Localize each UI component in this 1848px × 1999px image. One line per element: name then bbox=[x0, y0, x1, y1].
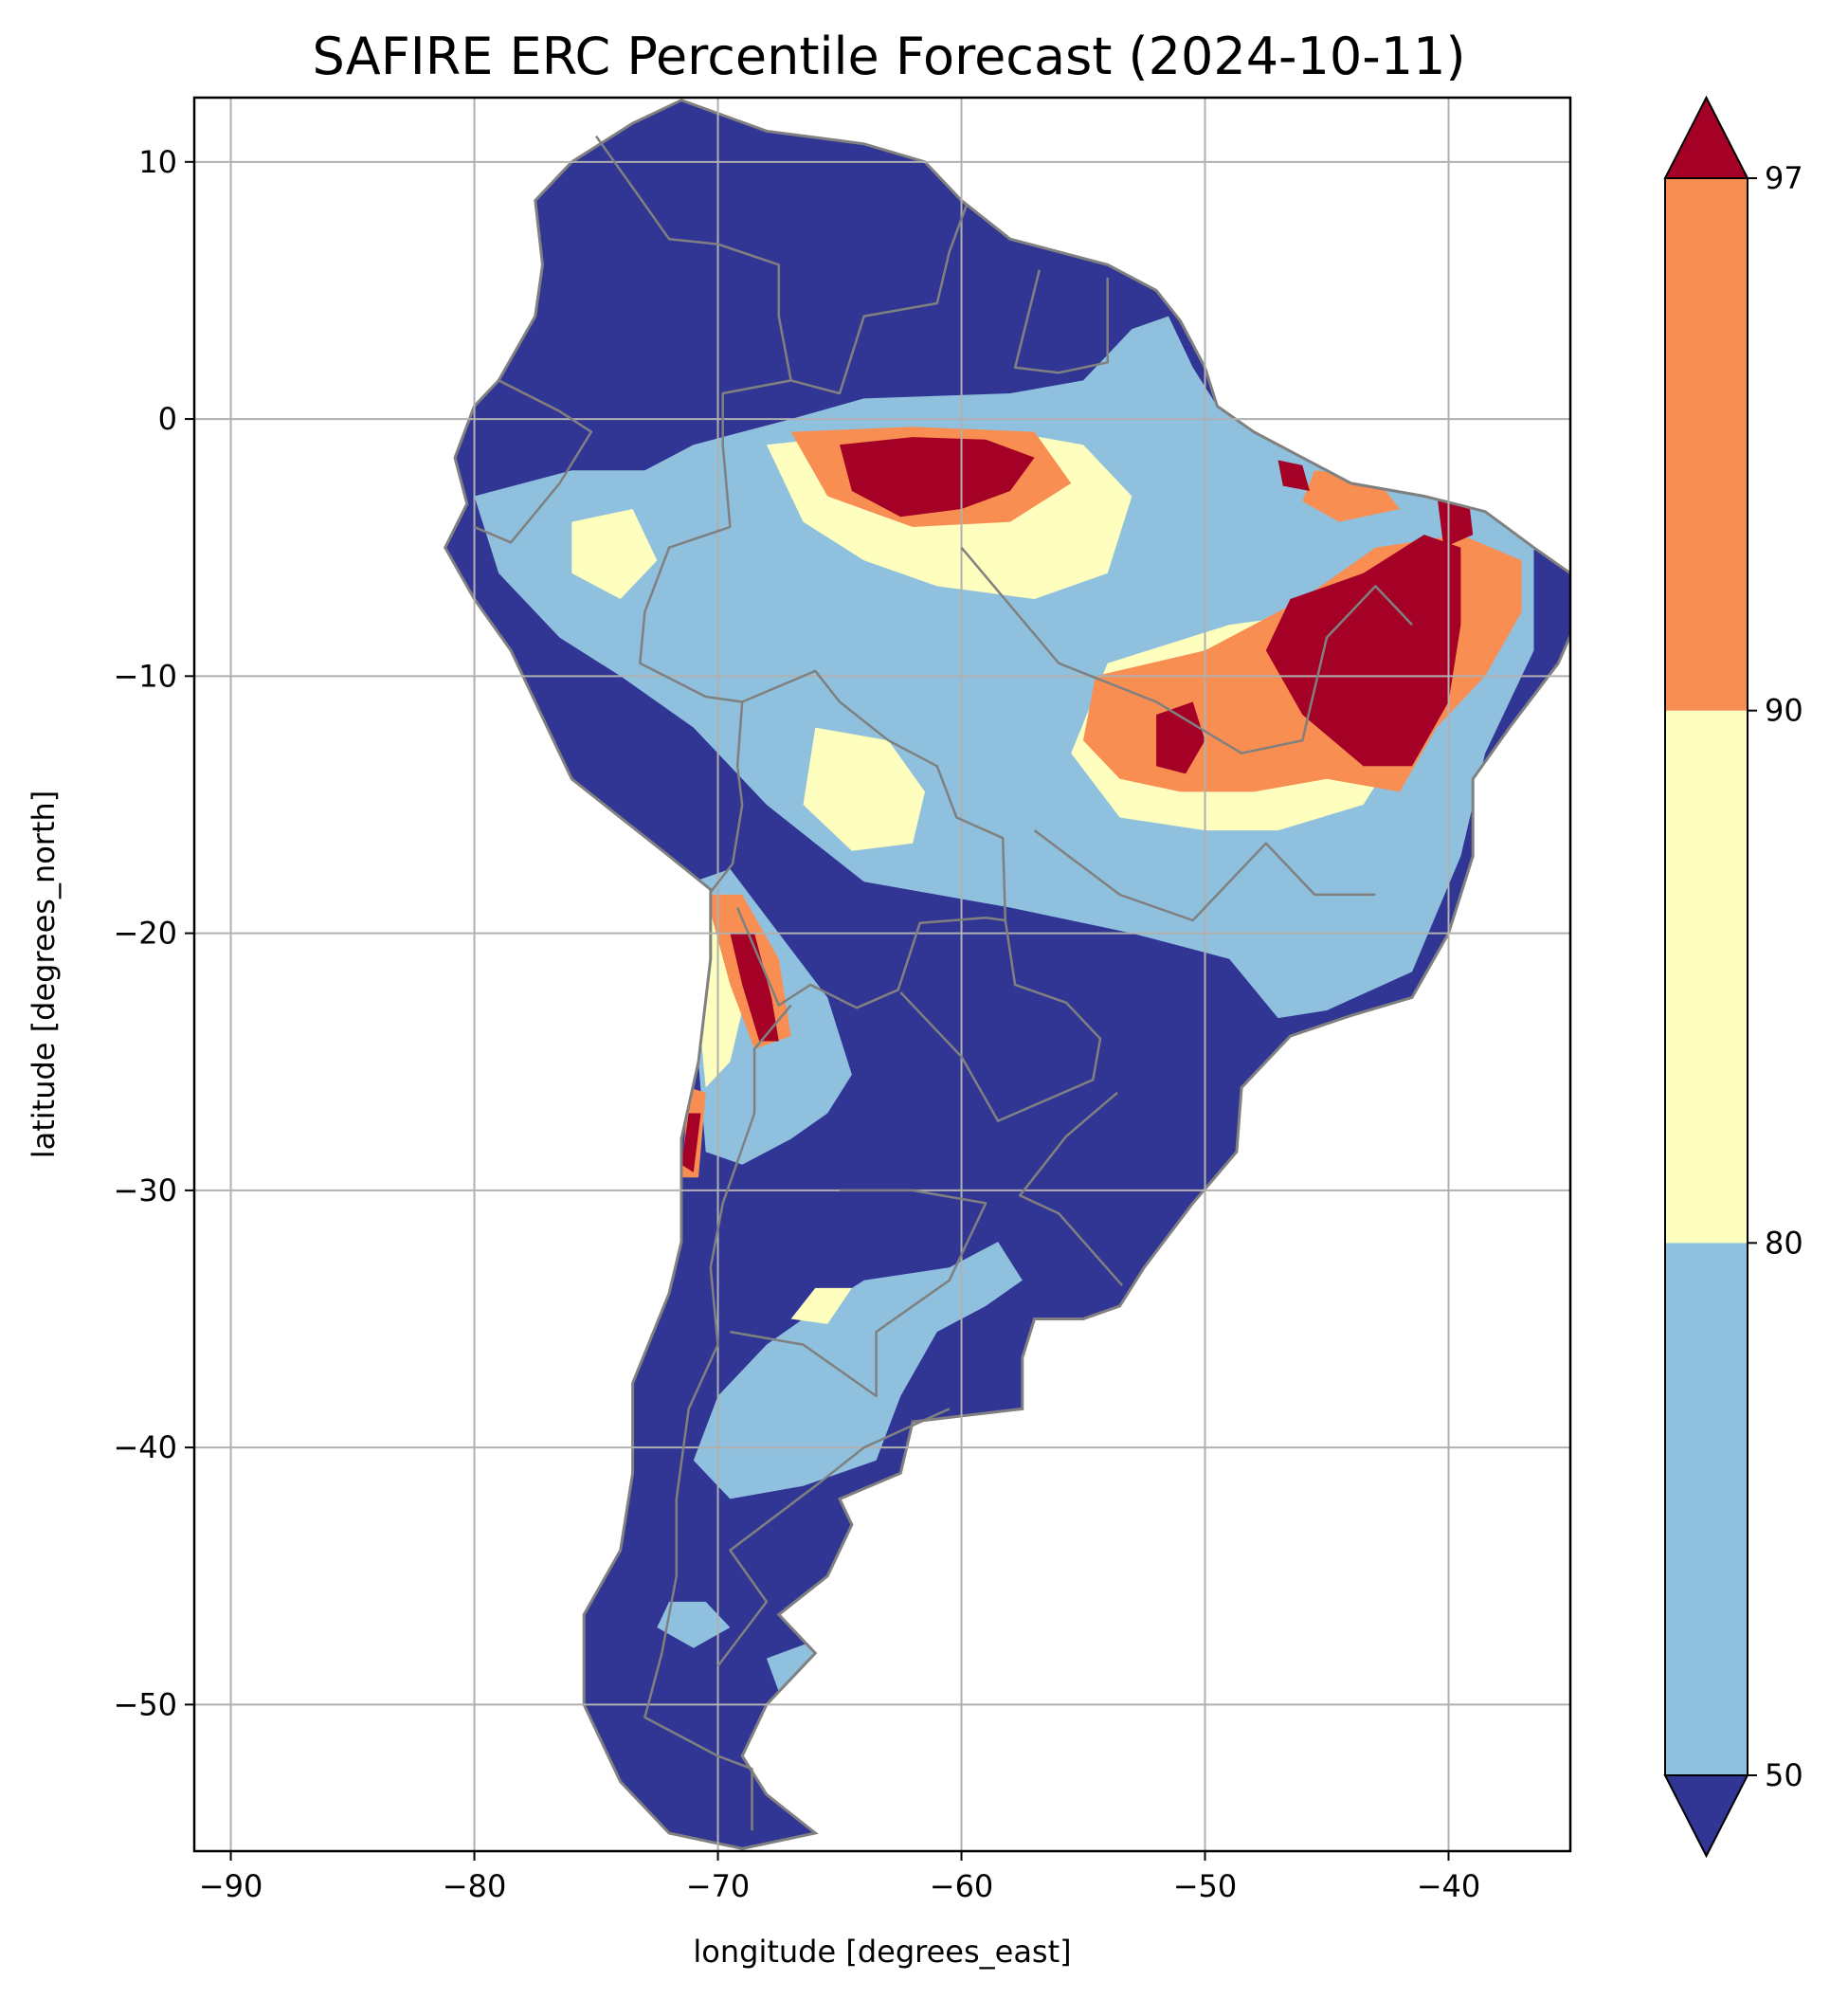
y-tick-label: 10 bbox=[138, 144, 177, 180]
colorbar-tick-label: 90 bbox=[1765, 693, 1803, 729]
colorbar-tick-label: 50 bbox=[1765, 1757, 1803, 1793]
boundary-line bbox=[790, 205, 968, 395]
colorbar-segment-50-80 bbox=[1665, 1243, 1748, 1775]
x-tick-label: −90 bbox=[199, 1868, 263, 1904]
colorbar-tick-label: 97 bbox=[1765, 160, 1803, 196]
colorbar: 50 80 90 97 bbox=[1663, 95, 1803, 1859]
y-tick-label: −30 bbox=[113, 1172, 177, 1208]
grid-layer bbox=[194, 98, 1570, 1851]
map-title: SAFIRE ERC Percentile Forecast (2024-10-… bbox=[312, 27, 1465, 86]
axes-frame bbox=[192, 96, 1572, 1853]
boundary-line bbox=[1013, 269, 1109, 374]
y-tick-label: −20 bbox=[113, 916, 177, 952]
region-50-80-0 bbox=[474, 316, 1534, 1019]
boundary-line bbox=[643, 1004, 792, 1831]
colorbar-frame bbox=[1664, 177, 1748, 1776]
boundary-line bbox=[1033, 829, 1376, 922]
region-50-80-3 bbox=[657, 1601, 731, 1648]
y-tick-label: −50 bbox=[113, 1686, 177, 1722]
region-gt97-17 bbox=[1265, 535, 1461, 767]
x-axis-label: longitude [degrees_east] bbox=[693, 1934, 1071, 1970]
x-tick-label: −60 bbox=[930, 1868, 994, 1904]
region-80-90-6 bbox=[803, 727, 925, 851]
region-gt97-20 bbox=[1277, 460, 1310, 491]
map-plot-area bbox=[194, 98, 1570, 1851]
colorbar-tick-label: 80 bbox=[1765, 1225, 1803, 1261]
boundary-line bbox=[960, 546, 1413, 754]
region-gt97-21 bbox=[730, 933, 779, 1042]
land-layer bbox=[444, 99, 1570, 1850]
x-tick-label: −40 bbox=[1417, 1868, 1481, 1904]
boundary-line bbox=[899, 919, 1102, 1122]
boundary-line bbox=[1018, 1091, 1124, 1287]
region-50-80-2 bbox=[693, 1242, 1023, 1499]
border-layer bbox=[474, 135, 1413, 1831]
colorbar-segment-80-90 bbox=[1665, 710, 1748, 1244]
y-ticks: 10 0 −10 −20 −30 −40 −50 bbox=[113, 144, 194, 1722]
region-gt97-16 bbox=[840, 437, 1035, 518]
boundary-line bbox=[639, 525, 744, 893]
y-axis-label: latitude [degrees_north] bbox=[26, 791, 62, 1159]
percentile-regions bbox=[474, 316, 1534, 1692]
y-tick-label: −10 bbox=[113, 658, 177, 694]
boundary-line bbox=[730, 1189, 987, 1398]
region-80-90-7 bbox=[571, 509, 658, 599]
boundary-line bbox=[716, 1408, 951, 1667]
region-80-90-10 bbox=[790, 1287, 852, 1324]
region-gt97-19 bbox=[1156, 701, 1205, 774]
x-tick-label: −50 bbox=[1173, 1868, 1238, 1904]
x-tick-label: −70 bbox=[686, 1868, 751, 1904]
y-tick-label: 0 bbox=[158, 401, 177, 437]
coastline bbox=[444, 99, 1570, 1850]
x-ticks: −90 −80 −70 −60 −50 −40 bbox=[199, 1851, 1480, 1904]
x-tick-label: −80 bbox=[443, 1868, 507, 1904]
y-tick-label: −40 bbox=[113, 1429, 177, 1465]
colorbar-segment-90-97 bbox=[1665, 178, 1748, 711]
boundary-line bbox=[474, 379, 593, 544]
boundary-line bbox=[594, 135, 792, 528]
region-gt97-22 bbox=[681, 1113, 701, 1172]
